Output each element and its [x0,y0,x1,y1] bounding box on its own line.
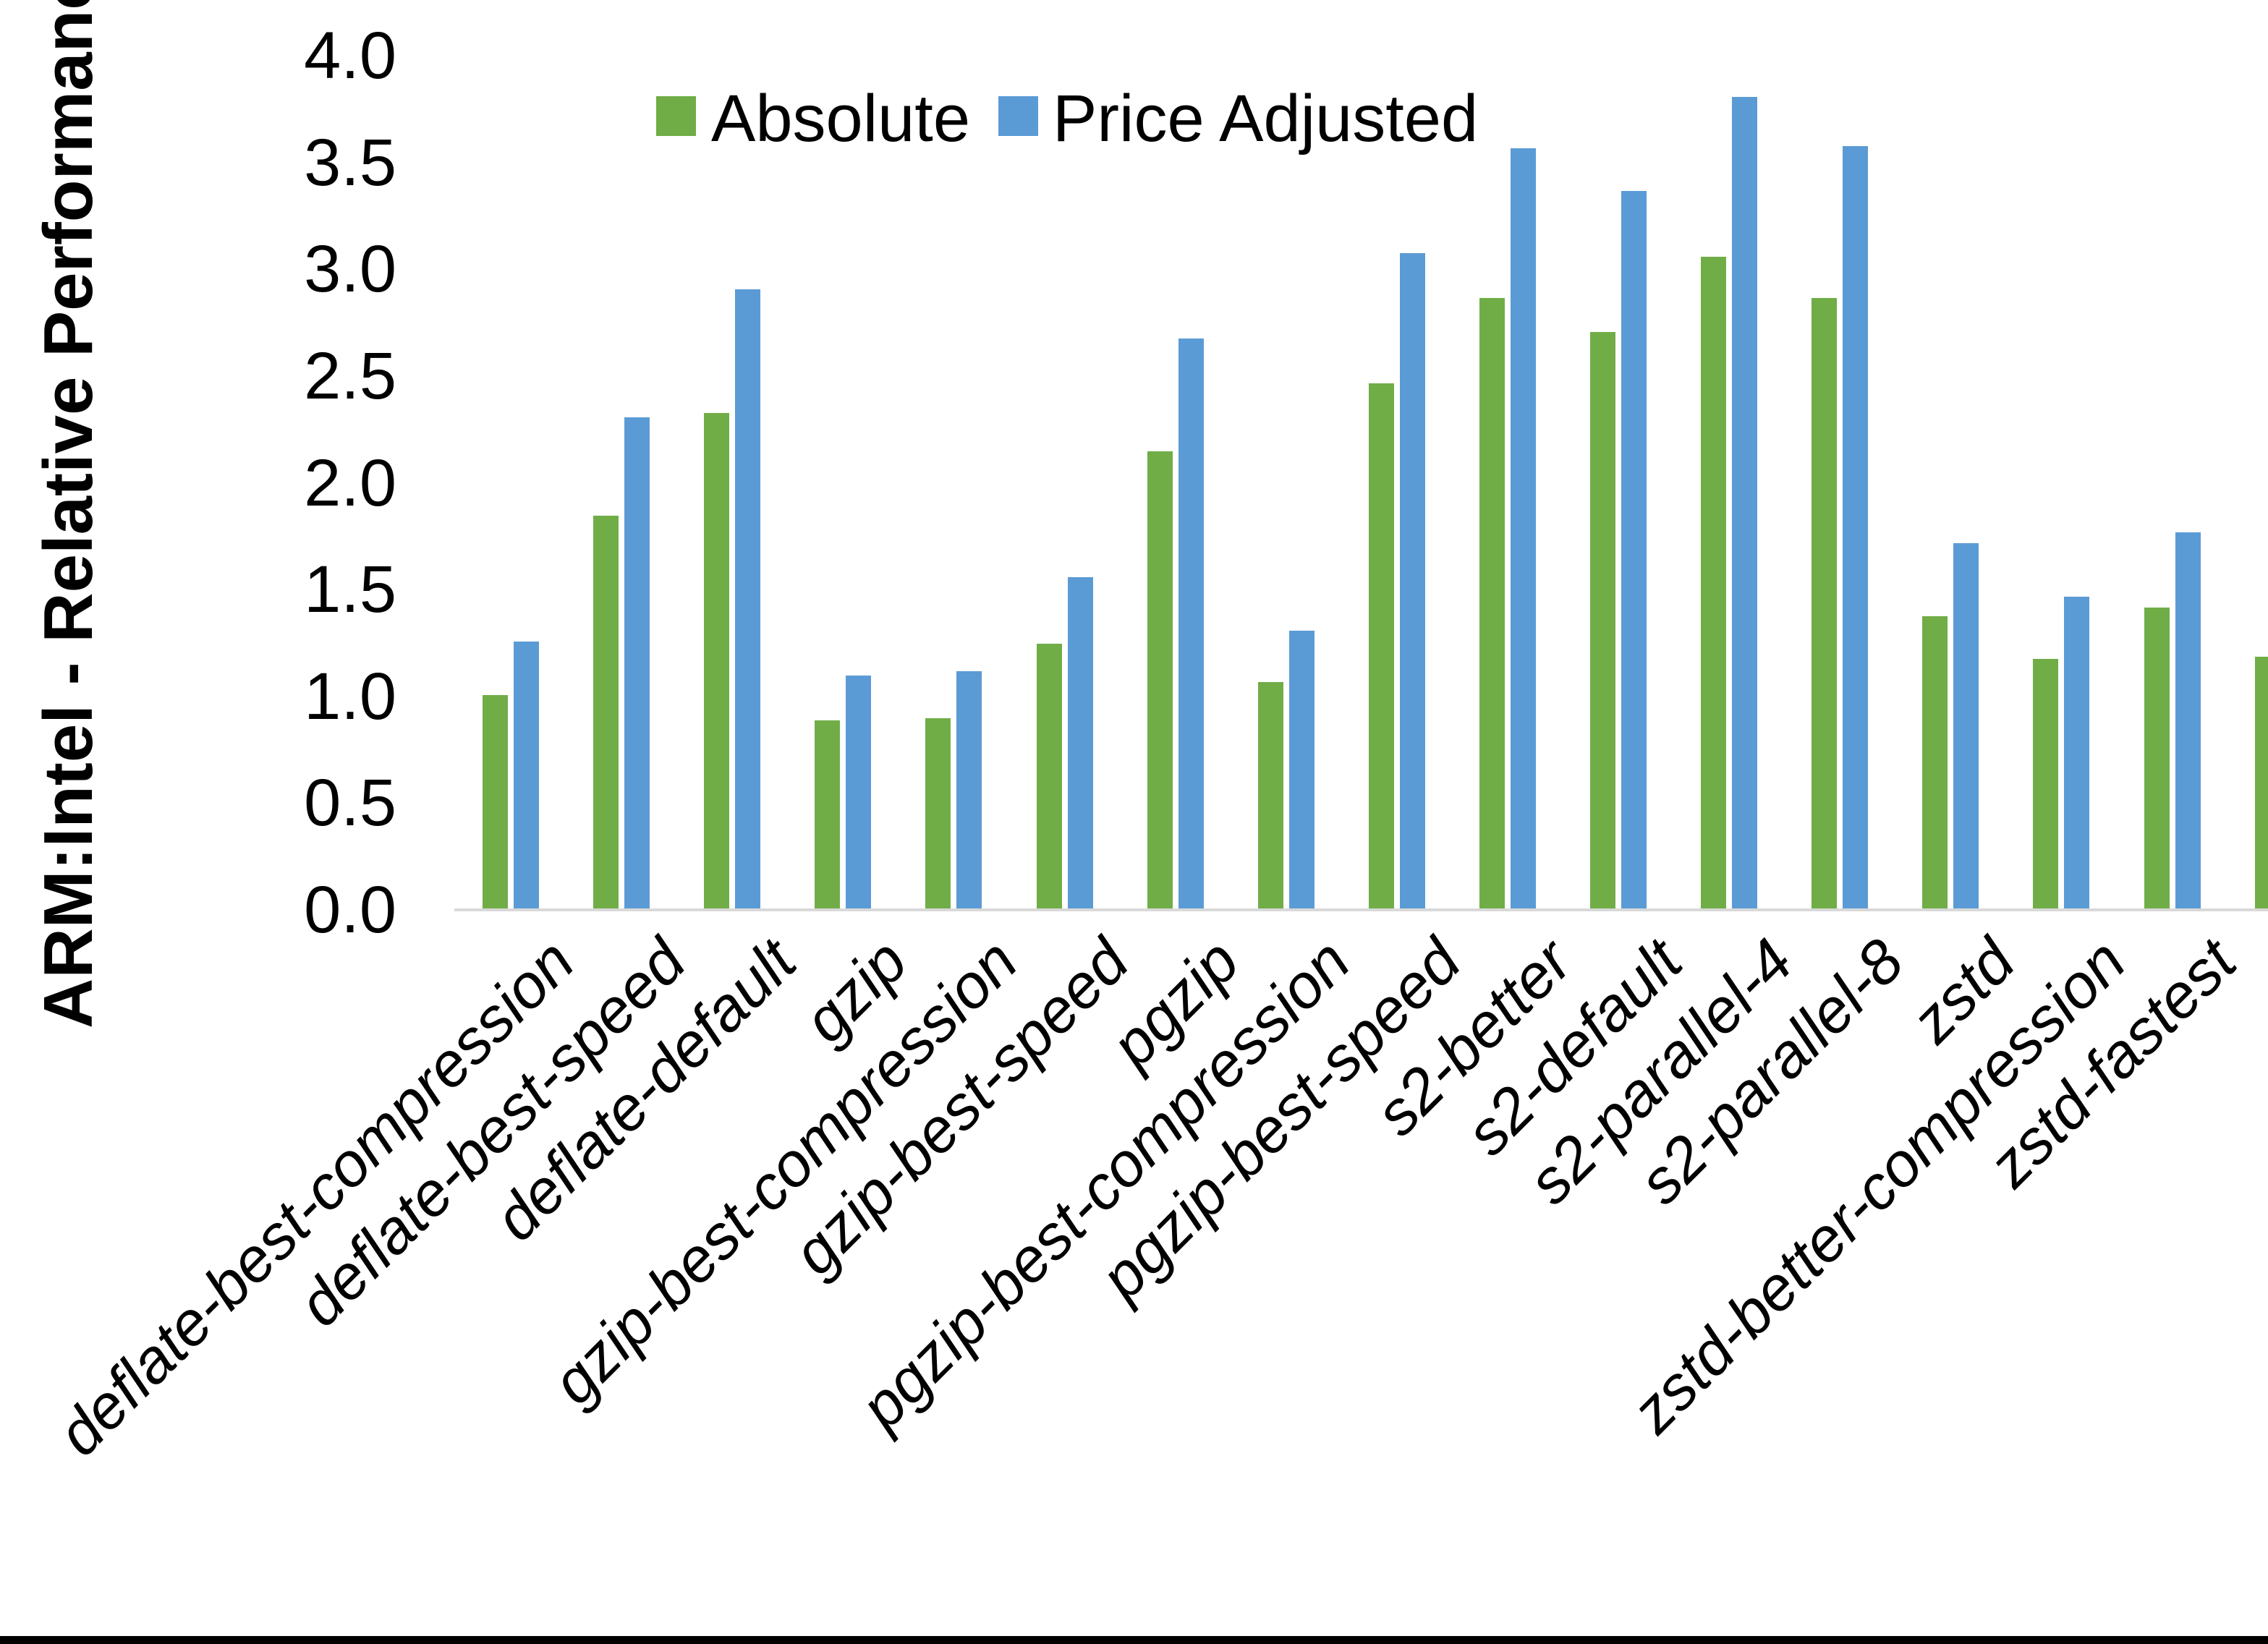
bar-absolute-gzip-best-compression [925,718,951,908]
bar-price-adjusted-zstd-better-compression [2064,597,2089,908]
bar-absolute-s2-parallel-8 [1812,298,1837,908]
bar-absolute-pgzip-best-compression [1258,682,1283,908]
bar-absolute-gzip [815,720,840,908]
bar-price-adjusted-gzip-best-compression [956,671,982,908]
legend-label-price-adjusted: Price Adjusted [1053,82,1479,156]
bar-absolute-deflate-best-compression [483,695,508,908]
y-tick-label: 4.0 [304,19,396,93]
y-tick-label: 2.0 [304,446,396,520]
y-tick-label: 2.5 [304,338,396,413]
bar-absolute-s2-better [1479,298,1505,908]
bar-absolute-pgzip-best-speed [1369,383,1394,908]
bar-absolute-deflate-default [704,413,729,908]
x-axis-line [454,908,2268,911]
legend-label-absolute: Absolute [711,82,971,156]
y-tick-label: 3.0 [304,232,396,307]
bar-price-adjusted-gzip-best-speed [1068,577,1093,908]
y-tick-label: 1.5 [304,553,396,627]
bar-price-adjusted-s2-parallel-4 [1732,97,1757,908]
y-tick-label: 0.5 [304,766,396,840]
bar-absolute-deflate-best-speed [593,516,619,908]
bar-absolute-s2-default [1590,332,1615,908]
bar-absolute-gzip-best-speed [1037,644,1062,908]
bar-absolute-zstd-fastest [2144,608,2170,908]
bar-price-adjusted-s2-default [1621,191,1647,908]
bar-price-adjusted-zstd-fastest [2175,532,2201,908]
bar-price-adjusted-deflate-best-compression [514,642,539,908]
bar-price-adjusted-gzip [846,676,871,908]
bar-price-adjusted-s2-better [1511,148,1536,908]
bar-price-adjusted-pgzip-best-speed [1400,253,1425,908]
bar-absolute-s2-parallel-4 [1701,257,1726,908]
bar-absolute-zstd-better-compression [2033,659,2058,908]
bar-price-adjusted-deflate-best-speed [624,417,650,908]
y-tick-label: 1.0 [304,659,396,733]
bottom-border-line [0,1636,2268,1644]
bar-absolute-pgzip [1147,451,1173,908]
legend-swatch-price-adjusted [998,96,1038,136]
legend-swatch-absolute [656,96,696,136]
bar-price-adjusted-zstd [1953,543,1979,908]
bar-price-adjusted-deflate-default [735,289,760,908]
bar-absolute-zstd [1922,616,1948,908]
bar-clipped-edge [2255,657,2268,908]
bar-price-adjusted-pgzip [1178,338,1204,908]
y-tick-label: 0.0 [304,873,396,947]
y-tick-label: 3.5 [304,125,396,200]
bar-price-adjusted-s2-parallel-8 [1843,146,1868,908]
bar-price-adjusted-pgzip-best-compression [1289,631,1314,908]
